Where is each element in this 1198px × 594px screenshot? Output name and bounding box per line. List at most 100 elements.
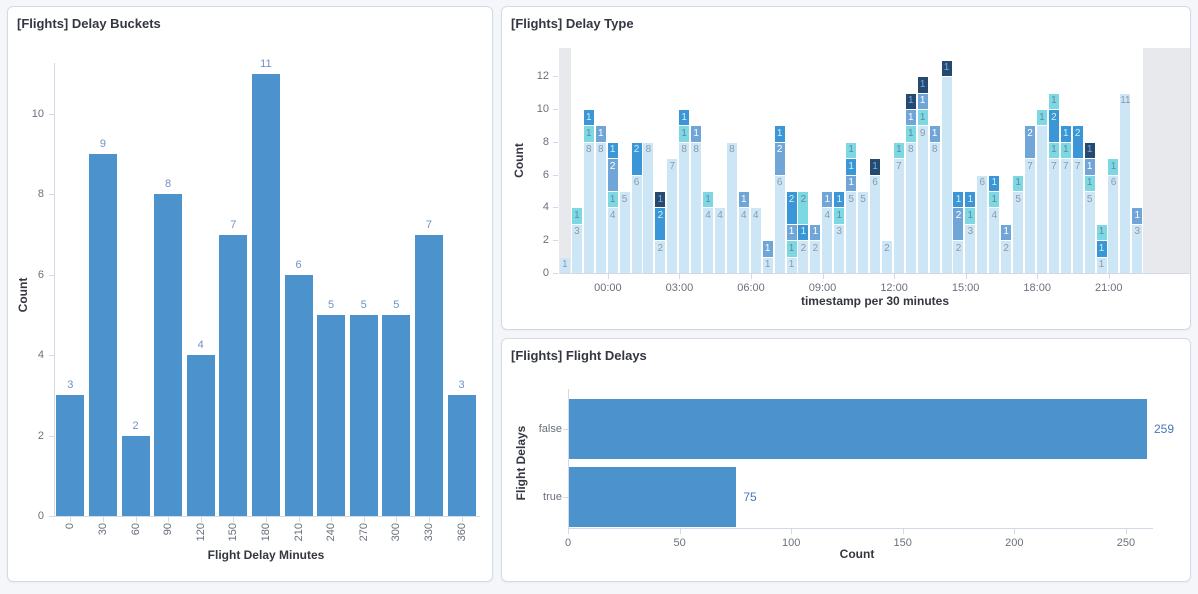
delay-type-segment[interactable] xyxy=(1036,126,1047,273)
delay-type-segment[interactable] xyxy=(691,142,702,273)
delay-type-segment[interactable] xyxy=(774,126,785,142)
delay-type-segment[interactable] xyxy=(1025,159,1036,273)
delay-type-segment[interactable] xyxy=(810,224,821,241)
delay-type-segment[interactable] xyxy=(631,142,642,175)
delay-type-segment[interactable] xyxy=(786,257,797,273)
delay-type-segment[interactable] xyxy=(726,142,737,273)
delay-type-segment[interactable] xyxy=(893,159,904,273)
delay-type-segment[interactable] xyxy=(631,175,642,273)
delay-type-segment[interactable] xyxy=(941,60,952,77)
delay-type-segment[interactable] xyxy=(607,192,618,208)
delay-type-segment[interactable] xyxy=(703,192,714,208)
delay-type-segment[interactable] xyxy=(929,126,940,142)
delay-type-segment[interactable] xyxy=(786,224,797,241)
delay-type-segment[interactable] xyxy=(881,241,892,273)
delay-type-segment[interactable] xyxy=(1013,175,1024,191)
delay-type-segment[interactable] xyxy=(655,192,666,208)
delay-type-segment[interactable] xyxy=(989,192,1000,208)
delay-type-segment[interactable] xyxy=(1060,142,1071,159)
delay-type-segment[interactable] xyxy=(858,192,869,273)
delay-type-segment[interactable] xyxy=(798,192,809,224)
delay-type-segment[interactable] xyxy=(619,192,630,273)
delay-type-segment[interactable] xyxy=(786,192,797,224)
delay-type-segment[interactable] xyxy=(571,208,582,224)
delay-type-segment[interactable] xyxy=(834,192,845,208)
delay-type-segment[interactable] xyxy=(965,224,976,273)
delay-type-segment[interactable] xyxy=(607,208,618,273)
delay-bucket-bar[interactable] xyxy=(414,234,443,516)
delay-type-segment[interactable] xyxy=(822,208,833,273)
delay-type-segment[interactable] xyxy=(1096,241,1107,257)
delay-type-segment[interactable] xyxy=(1001,224,1012,241)
delay-type-segment[interactable] xyxy=(583,110,594,126)
delay-type-segment[interactable] xyxy=(929,142,940,273)
delay-type-segment[interactable] xyxy=(1060,159,1071,273)
delay-type-segment[interactable] xyxy=(762,257,773,273)
delay-type-segment[interactable] xyxy=(1096,224,1107,241)
delay-type-segment[interactable] xyxy=(679,142,690,273)
delay-type-segment[interactable] xyxy=(655,208,666,241)
delay-type-segment[interactable] xyxy=(714,208,725,273)
delay-type-segment[interactable] xyxy=(989,175,1000,191)
delay-type-segment[interactable] xyxy=(786,241,797,257)
delay-type-segment[interactable] xyxy=(846,159,857,175)
delay-type-segment[interactable] xyxy=(738,208,749,273)
delay-bucket-bar[interactable] xyxy=(186,355,215,516)
delay-type-segment[interactable] xyxy=(1048,110,1059,142)
delay-bucket-bar[interactable] xyxy=(154,194,183,516)
delay-type-segment[interactable] xyxy=(977,175,988,273)
delay-type-segment[interactable] xyxy=(1084,192,1095,273)
delay-type-segment[interactable] xyxy=(834,208,845,224)
delay-type-segment[interactable] xyxy=(1048,93,1059,109)
delay-type-segment[interactable] xyxy=(583,126,594,142)
delay-type-segment[interactable] xyxy=(571,224,582,273)
delay-type-segment[interactable] xyxy=(679,110,690,126)
delay-type-segment[interactable] xyxy=(810,241,821,273)
delay-type-segment[interactable] xyxy=(834,224,845,273)
delay-type-segment[interactable] xyxy=(846,142,857,159)
delay-type-segment[interactable] xyxy=(905,110,916,126)
delay-type-segment[interactable] xyxy=(595,126,606,142)
delay-bucket-bar[interactable] xyxy=(121,435,150,516)
delay-type-segment[interactable] xyxy=(870,159,880,175)
delay-type-segment[interactable] xyxy=(846,192,857,273)
panel-title-delay-type[interactable]: [Flights] Delay Type xyxy=(511,16,634,31)
delay-type-segment[interactable] xyxy=(703,208,714,273)
delay-type-segment[interactable] xyxy=(1072,159,1083,273)
delay-type-segment[interactable] xyxy=(691,126,702,142)
delay-type-segment[interactable] xyxy=(798,241,809,273)
delay-type-segment[interactable] xyxy=(1084,159,1095,175)
delay-bucket-bar[interactable] xyxy=(382,315,411,516)
delay-type-segment[interactable] xyxy=(965,208,976,224)
delay-type-segment[interactable] xyxy=(965,192,976,208)
delay-type-segment[interactable] xyxy=(595,142,606,273)
flight-delays-bar[interactable] xyxy=(569,467,737,527)
delay-type-segment[interactable] xyxy=(667,159,678,273)
delay-type-segment[interactable] xyxy=(607,159,618,191)
delay-type-segment[interactable] xyxy=(1013,192,1024,273)
delay-type-segment[interactable] xyxy=(953,208,964,241)
flight-delays-bar[interactable] xyxy=(569,399,1147,459)
delay-type-segment[interactable] xyxy=(1048,142,1059,159)
delay-type-segment[interactable] xyxy=(953,192,964,208)
panel-title-delay-buckets[interactable]: [Flights] Delay Buckets xyxy=(17,16,161,31)
delay-type-segment[interactable] xyxy=(738,192,749,208)
delay-type-segment[interactable] xyxy=(1096,257,1107,273)
delay-type-segment[interactable] xyxy=(1108,159,1119,175)
delay-type-segment[interactable] xyxy=(655,241,666,273)
delay-type-segment[interactable] xyxy=(1025,126,1036,159)
delay-type-segment[interactable] xyxy=(1001,241,1012,273)
delay-type-segment[interactable] xyxy=(559,257,570,273)
delay-type-segment[interactable] xyxy=(1108,175,1119,273)
delay-type-segment[interactable] xyxy=(953,241,964,273)
delay-type-segment[interactable] xyxy=(822,192,833,208)
delay-type-segment[interactable] xyxy=(846,175,857,191)
delay-bucket-bar[interactable] xyxy=(219,234,248,516)
delay-type-segment[interactable] xyxy=(917,93,928,109)
delay-type-segment[interactable] xyxy=(774,175,785,273)
delay-type-segment[interactable] xyxy=(798,224,809,241)
delay-bucket-bar[interactable] xyxy=(56,395,85,516)
delay-type-segment[interactable] xyxy=(1060,126,1071,142)
delay-type-segment[interactable] xyxy=(1132,224,1143,273)
delay-type-segment[interactable] xyxy=(583,142,594,273)
